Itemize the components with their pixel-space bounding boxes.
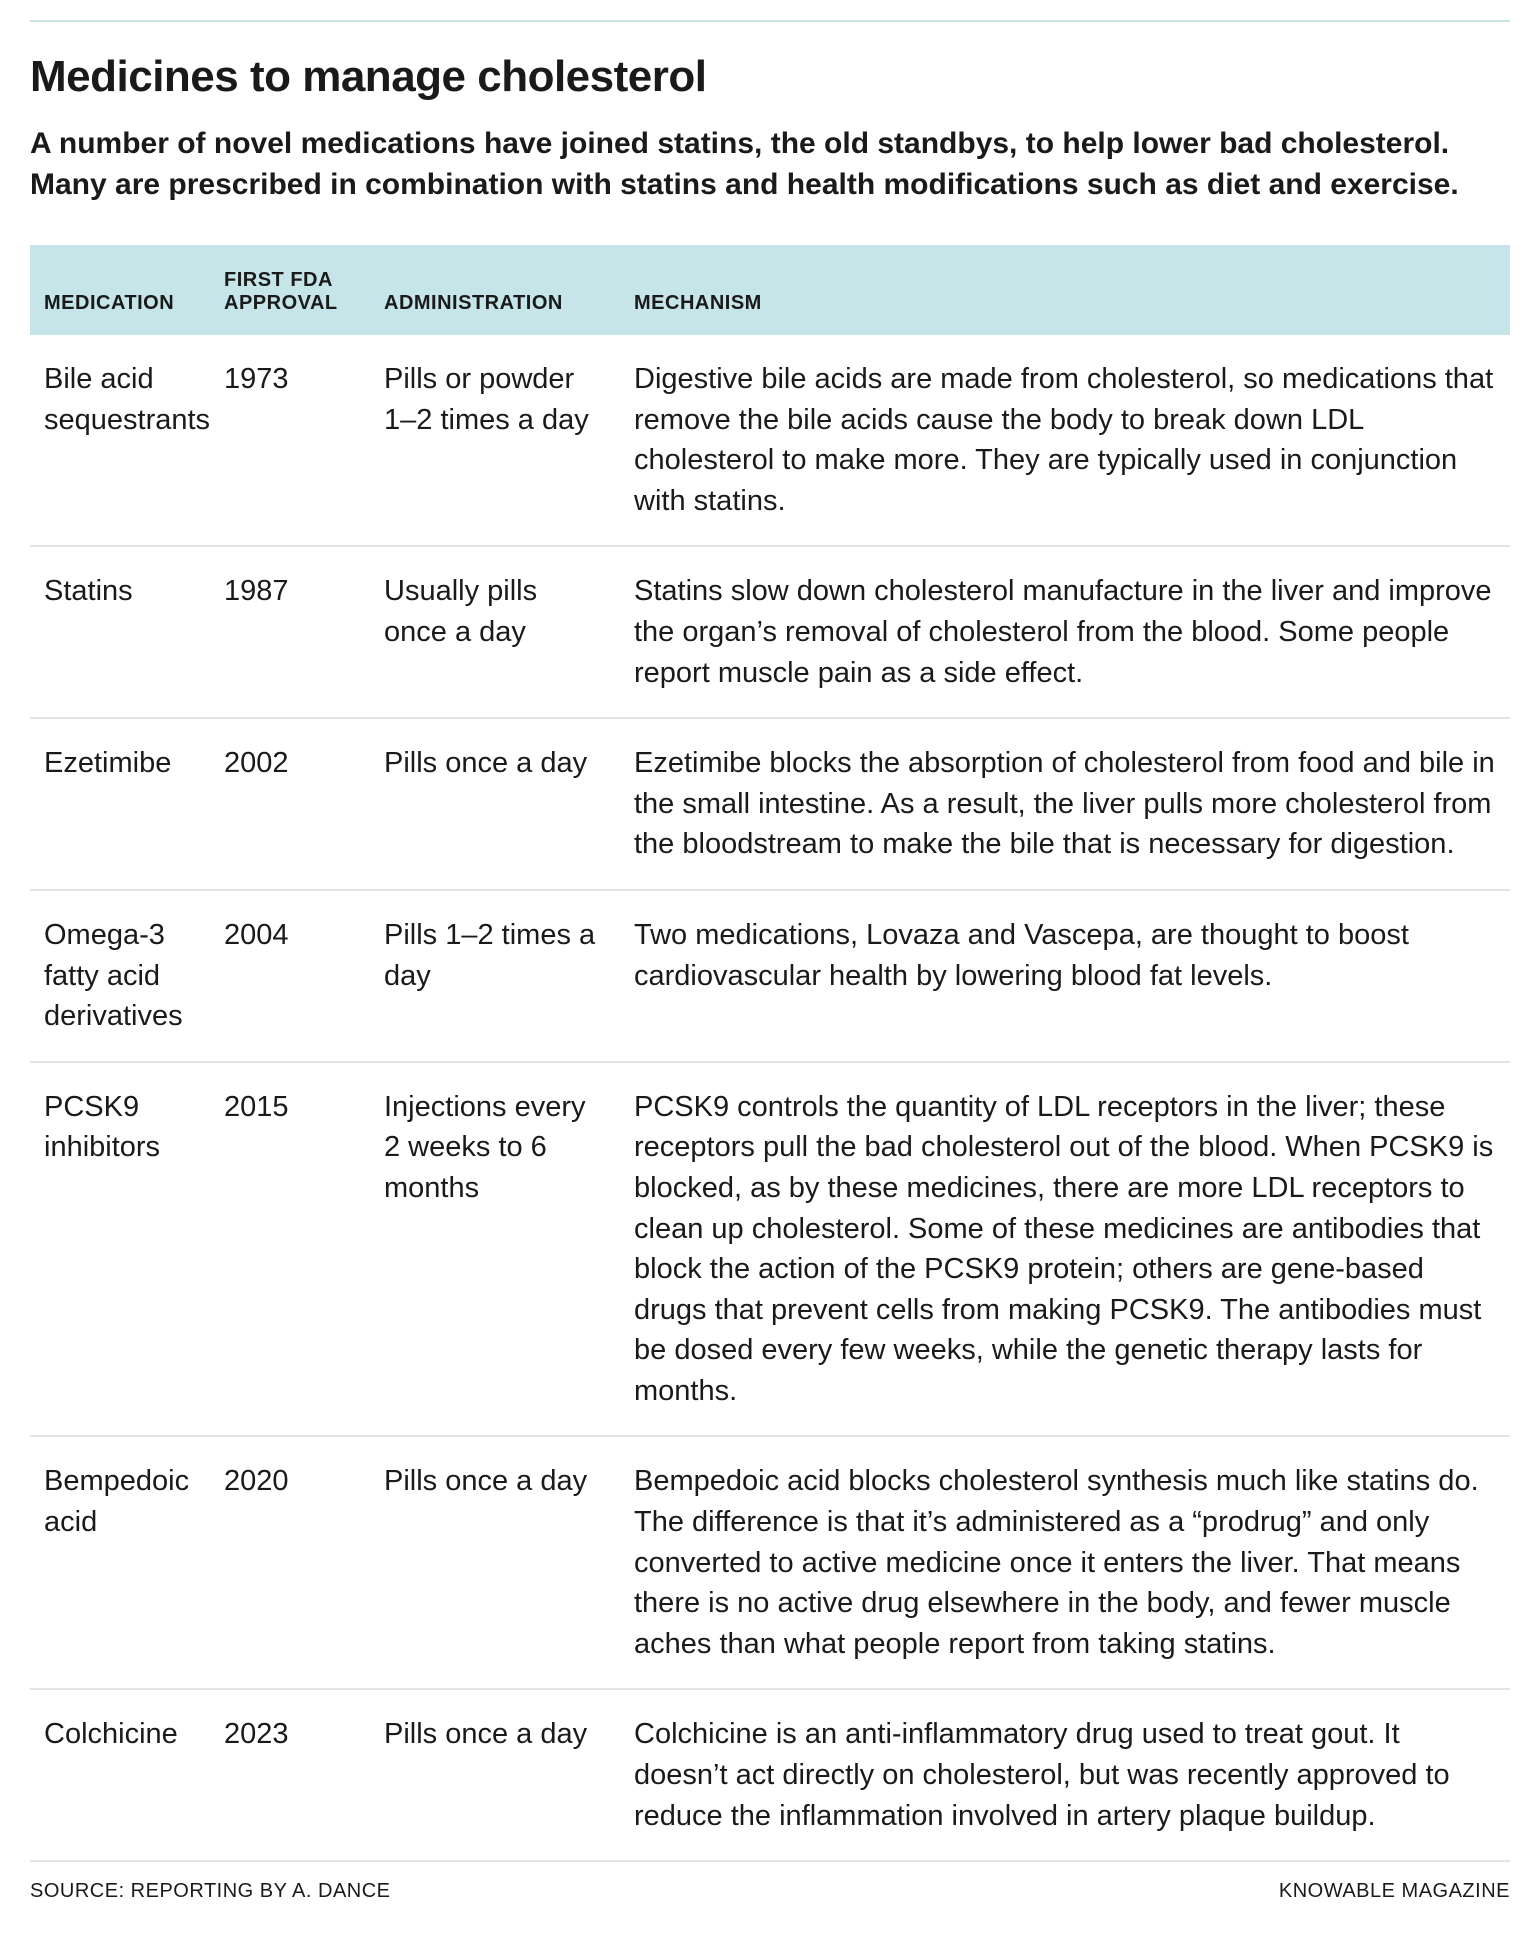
page-container: Medicines to manage cholesterol A number…: [0, 0, 1540, 1933]
col-header-administration: ADMINISTRATION: [370, 245, 620, 335]
col-header-approval: FIRST FDA APPROVAL: [210, 245, 370, 335]
table-row: Statins 1987 Usually pills once a day St…: [30, 546, 1510, 718]
cell-approval: 2004: [210, 890, 370, 1062]
table-row: PCSK9 inhibitors 2015 Injections every 2…: [30, 1062, 1510, 1437]
cell-medication: Bempedoic acid: [30, 1436, 210, 1689]
col-header-medication: MEDICATION: [30, 245, 210, 335]
table-row: Bempedoic acid 2020 Pills once a day Bem…: [30, 1436, 1510, 1689]
cell-medication: PCSK9 inhibitors: [30, 1062, 210, 1437]
cell-administration: Pills or powder 1–2 times a day: [370, 335, 620, 546]
subtitle: A number of novel medications have joine…: [30, 124, 1510, 205]
col-header-mechanism: MECHANISM: [620, 245, 1510, 335]
cell-medication: Ezetimibe: [30, 718, 210, 890]
table-body: Bile acid sequestrants 1973 Pills or pow…: [30, 335, 1510, 1860]
cell-mechanism: PCSK9 controls the quantity of LDL recep…: [620, 1062, 1510, 1437]
cell-medication: Statins: [30, 546, 210, 718]
cell-administration: Pills once a day: [370, 1436, 620, 1689]
table-header-row: MEDICATION FIRST FDA APPROVAL ADMINISTRA…: [30, 245, 1510, 335]
table-row: Omega-3 fatty acid derivatives 2004 Pill…: [30, 890, 1510, 1062]
cell-medication: Bile acid sequestrants: [30, 335, 210, 546]
cell-administration: Usually pills once a day: [370, 546, 620, 718]
medication-table: MEDICATION FIRST FDA APPROVAL ADMINISTRA…: [30, 245, 1510, 1860]
cell-mechanism: Statins slow down cholesterol manufactur…: [620, 546, 1510, 718]
cell-medication: Colchicine: [30, 1689, 210, 1860]
cell-mechanism: Ezetimibe blocks the absorption of chole…: [620, 718, 1510, 890]
cell-medication: Omega-3 fatty acid derivatives: [30, 890, 210, 1062]
top-rule: [30, 20, 1510, 22]
page-title: Medicines to manage cholesterol: [30, 52, 1510, 102]
cell-mechanism: Bempedoic acid blocks cholesterol synthe…: [620, 1436, 1510, 1689]
cell-administration: Pills once a day: [370, 1689, 620, 1860]
cell-administration: Pills 1–2 times a day: [370, 890, 620, 1062]
cell-approval: 2023: [210, 1689, 370, 1860]
cell-mechanism: Two medications, Lovaza and Vascepa, are…: [620, 890, 1510, 1062]
source-credit: SOURCE: REPORTING BY A. DANCE: [30, 1880, 391, 1903]
footer: SOURCE: REPORTING BY A. DANCE KNOWABLE M…: [30, 1860, 1510, 1903]
table-row: Colchicine 2023 Pills once a day Colchic…: [30, 1689, 1510, 1860]
cell-approval: 2015: [210, 1062, 370, 1437]
table-row: Bile acid sequestrants 1973 Pills or pow…: [30, 335, 1510, 546]
cell-administration: Pills once a day: [370, 718, 620, 890]
cell-approval: 2020: [210, 1436, 370, 1689]
cell-mechanism: Colchicine is an anti-inflammatory drug …: [620, 1689, 1510, 1860]
table-row: Ezetimibe 2002 Pills once a day Ezetimib…: [30, 718, 1510, 890]
publication-credit: KNOWABLE MAGAZINE: [1279, 1880, 1510, 1903]
cell-mechanism: Digestive bile acids are made from chole…: [620, 335, 1510, 546]
cell-administration: Injections every 2 weeks to 6 months: [370, 1062, 620, 1437]
cell-approval: 2002: [210, 718, 370, 890]
cell-approval: 1987: [210, 546, 370, 718]
cell-approval: 1973: [210, 335, 370, 546]
